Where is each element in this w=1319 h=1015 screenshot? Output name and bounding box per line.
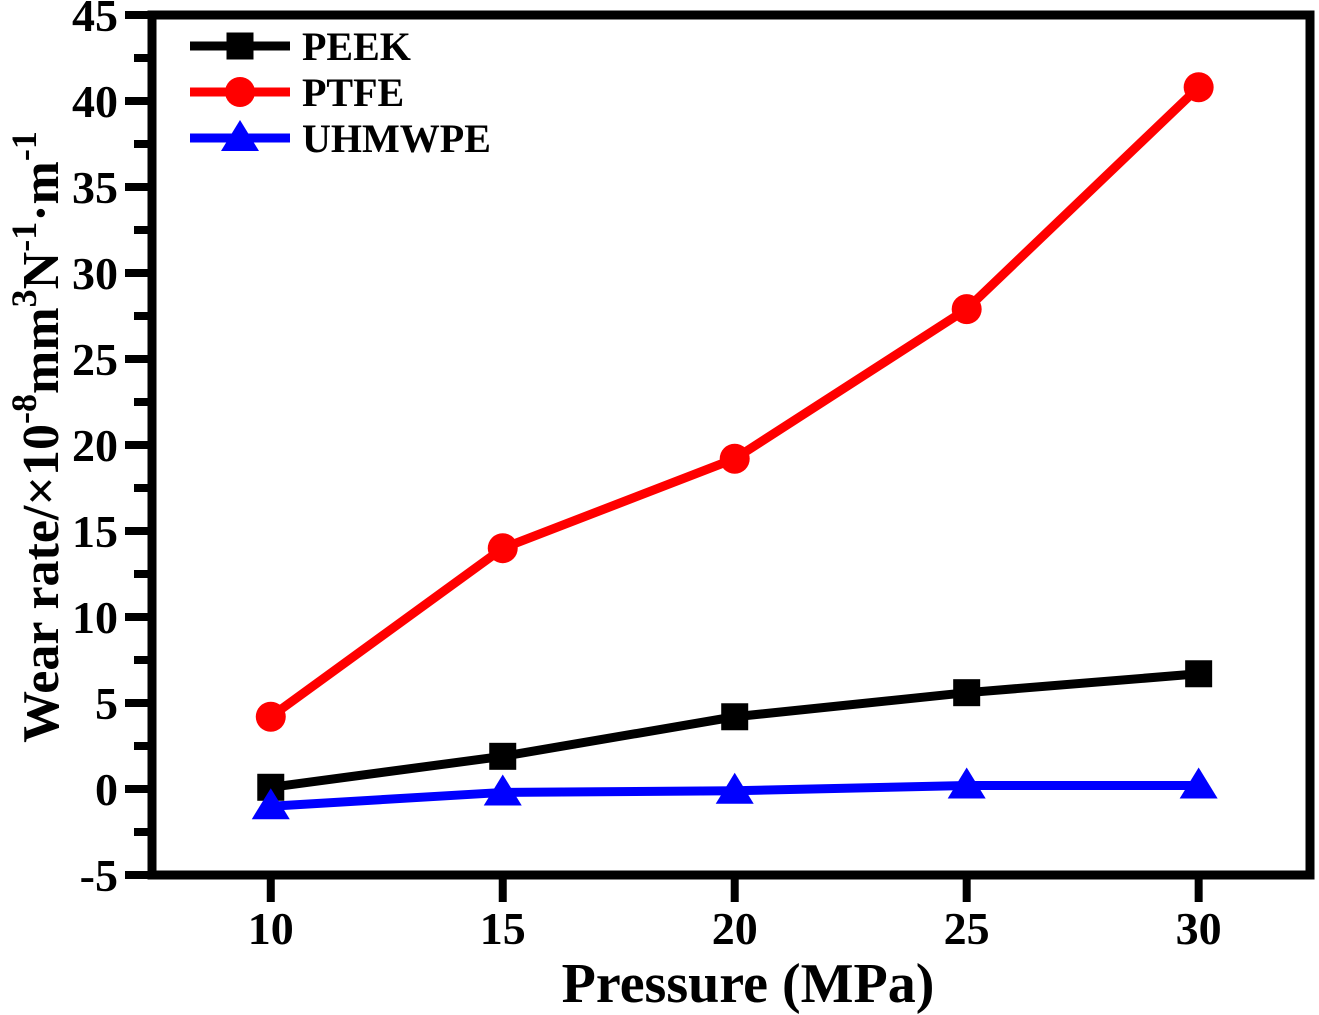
y-tick-label: -5	[80, 850, 118, 901]
x-tick-label: 15	[480, 903, 526, 954]
series-line-peek	[270, 669, 1200, 792]
y-tick-label: 40	[72, 76, 118, 127]
x-tick-label: 25	[944, 903, 990, 954]
data-point-peek	[953, 679, 981, 707]
y-axis-title: Wear rate/×10-8mm3N-1·m-1	[4, 131, 70, 743]
data-point-peek	[489, 742, 517, 770]
legend-marker-circle-icon	[225, 77, 255, 107]
legend-label-peek: PEEK	[302, 24, 411, 69]
series-line-ptfe	[268, 83, 1202, 721]
data-series	[251, 72, 1218, 820]
legend-label-ptfe: PTFE	[302, 70, 404, 115]
y-tick-label: 10	[72, 592, 118, 643]
data-point-ptfe	[255, 701, 286, 732]
x-tick-label: 30	[1176, 903, 1222, 954]
x-axis-title: Pressure (MPa)	[562, 953, 935, 1015]
x-tick-label: 20	[712, 903, 758, 954]
y-tick-label: 15	[72, 506, 118, 557]
y-tick-label: 5	[95, 678, 118, 729]
y-tick-label: 0	[95, 764, 118, 815]
data-point-uhmwpe	[1179, 767, 1218, 799]
data-point-ptfe	[719, 443, 750, 474]
data-point-uhmwpe	[715, 772, 754, 804]
y-tick-label: 30	[72, 248, 118, 299]
legend-marker-square-icon	[226, 32, 254, 60]
y-tick-label: 35	[72, 162, 118, 213]
data-point-ptfe	[951, 294, 982, 325]
y-tick-label: 25	[72, 334, 118, 385]
y-tick-label: 45	[72, 0, 118, 41]
data-point-peek	[1185, 660, 1213, 688]
legend-label-uhmwpe: UHMWPE	[302, 116, 491, 161]
legend-item-peek: PEEK	[190, 24, 411, 69]
data-point-uhmwpe	[947, 767, 986, 799]
data-point-uhmwpe	[251, 788, 290, 820]
y-tick-label: 20	[72, 420, 118, 471]
plot-frame	[147, 10, 1315, 880]
axis-ticks: -5 0 5 10 15 20 25 30 35 40 45 10 15 20 25 30	[72, 0, 1222, 954]
svg-text:Wear rate/×10-8mm3N-1·m-1: Wear rate/×10-8mm3N-1·m-1	[4, 131, 70, 743]
legend-item-uhmwpe: UHMWPE	[190, 116, 491, 161]
legend-item-ptfe: PTFE	[190, 70, 404, 115]
data-point-uhmwpe	[483, 774, 522, 806]
data-point-peek	[721, 703, 749, 731]
legend-marker-triangle-icon	[221, 120, 259, 151]
x-tick-label: 10	[248, 903, 294, 954]
data-point-ptfe	[487, 533, 518, 564]
data-point-ptfe	[1183, 72, 1214, 103]
